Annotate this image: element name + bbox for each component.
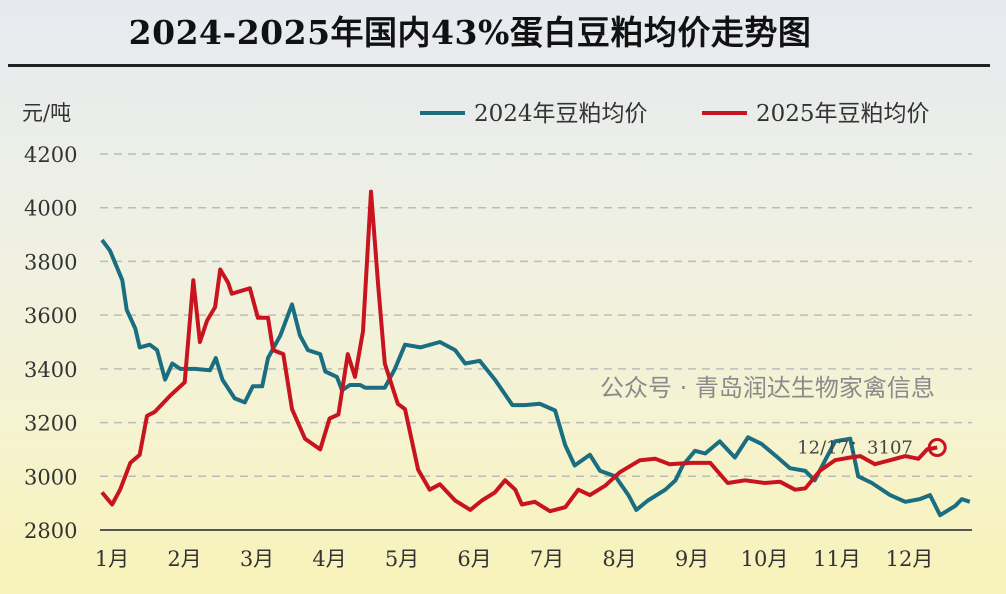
x-tick-label: 10月 [741,547,789,571]
x-tick-label: 3月 [240,547,274,571]
y-axis-label: 元/吨 [22,101,71,125]
x-tick-label: 6月 [457,547,491,571]
series-line-2025 [100,189,938,514]
y-tick-label: 3200 [24,412,77,436]
y-tick-label: 3000 [24,465,77,489]
legend-label-2024: 2024年豆粕均价 [474,101,648,127]
y-tick-label: 4200 [24,143,77,167]
chart-title: 2024-2025年国内43%蛋白豆粕均价走势图 [128,13,812,52]
x-tick-label: 8月 [602,547,636,571]
annotation-marker [927,438,947,458]
watermark: 公众号 · 青岛润达生物家禽信息 [600,374,935,402]
x-tick-label: 7月 [530,547,564,571]
y-tick-label: 2800 [24,519,77,543]
y-tick-label: 3400 [24,358,77,382]
x-tick-label: 5月 [385,547,419,571]
annotation-label: 12/17：3107 [797,438,913,459]
title-underline [8,64,990,67]
x-tick-label: 11月 [813,547,861,571]
x-tick-label: 9月 [675,547,709,571]
legend-label-2025: 2025年豆粕均价 [756,101,930,127]
x-tick-label: 4月 [312,547,346,571]
x-tick-label: 2月 [167,547,201,571]
y-tick-label: 3600 [24,304,77,328]
y-tick-label: 3800 [24,250,77,274]
x-tick-label: 1月 [95,547,129,571]
y-tick-label: 4000 [24,197,77,221]
x-tick-label: 12月 [886,547,934,571]
